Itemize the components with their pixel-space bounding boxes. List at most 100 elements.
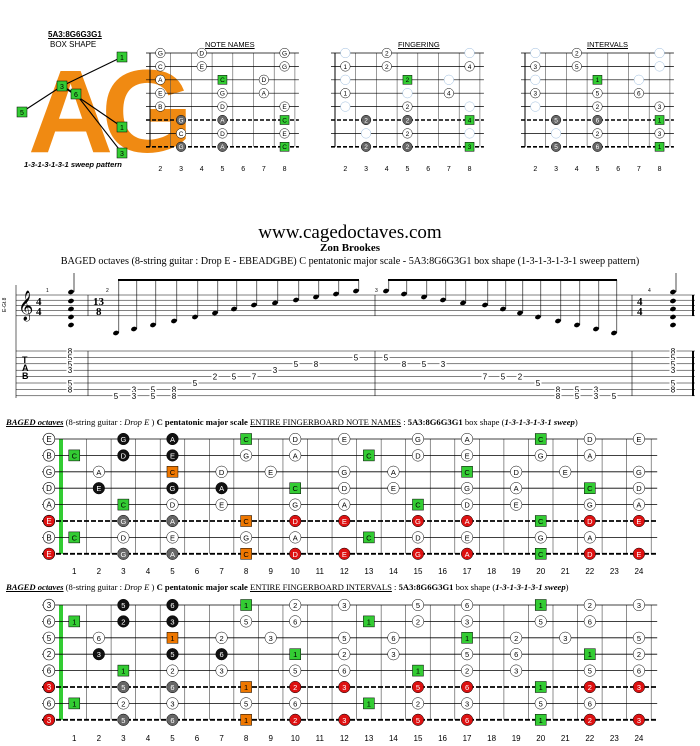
marker-label: 5 xyxy=(539,699,543,708)
mini-dot-label: 1 xyxy=(344,91,348,98)
scale-root-marker xyxy=(68,697,81,710)
scale-note-marker xyxy=(338,547,351,560)
mini-dot xyxy=(155,61,166,72)
fret-number: 23 xyxy=(610,567,619,576)
fret-number: 9 xyxy=(268,567,273,576)
marker-label: D xyxy=(415,451,421,460)
fret-number: 12 xyxy=(340,567,349,576)
notehead xyxy=(113,330,119,336)
marker-label: A xyxy=(391,468,396,477)
open-string-label: 3 xyxy=(47,683,52,692)
scale-note-marker xyxy=(338,482,351,495)
scale-note-marker xyxy=(338,680,351,694)
marker-label: D xyxy=(293,435,299,444)
scale-note-marker xyxy=(117,514,130,528)
tab-number: 5 xyxy=(671,360,676,369)
fret-number: 23 xyxy=(610,734,619,743)
marker-label: A xyxy=(170,550,175,559)
mini-diagram-notes: G D GC E GA C DE G AB D EG A CC D EG A C2 3 4 5 6 7 8 xyxy=(146,47,299,173)
tab-number: 8 xyxy=(671,347,676,356)
mini-dot xyxy=(551,114,562,126)
mini-fret-number: 5 xyxy=(405,166,409,173)
fret-number: 13 xyxy=(364,567,373,576)
marker-label: A xyxy=(219,484,224,493)
author: Zon Brookes xyxy=(319,242,380,254)
scale-note-marker xyxy=(338,631,351,644)
tab-number: 2 xyxy=(518,373,523,382)
mini-dot-label: G xyxy=(282,64,287,71)
open-string-label: E xyxy=(46,517,51,526)
mini-dot xyxy=(402,114,413,126)
mini-dot-label: D xyxy=(220,104,225,111)
marker-label: C xyxy=(170,468,176,477)
scale-note-marker xyxy=(289,713,302,726)
mini-dot-label: 5 xyxy=(575,64,579,71)
fret-number: 19 xyxy=(512,567,521,576)
marker-label: C xyxy=(415,501,421,510)
fret-number: 5 xyxy=(170,734,175,743)
mini-dot-label: G xyxy=(220,91,225,98)
marker-label: 3 xyxy=(269,634,273,643)
scale-note-marker xyxy=(461,514,474,528)
tab-number: 8 xyxy=(402,360,407,369)
mini-dot xyxy=(279,101,290,112)
marker-label: 6 xyxy=(391,634,395,643)
marker-label: 5 xyxy=(416,601,420,610)
marker-label: 2 xyxy=(588,716,592,725)
marker-label: 6 xyxy=(219,650,223,659)
fret-number: 4 xyxy=(146,734,151,743)
scale-root-marker xyxy=(534,714,547,726)
mini-dot xyxy=(340,101,351,112)
mini-dot xyxy=(654,142,665,152)
mini-dot xyxy=(176,114,187,126)
marker-label: 1 xyxy=(72,617,76,626)
scale-note-marker xyxy=(92,631,105,644)
mini-fret-number: 7 xyxy=(262,166,266,173)
marker-label: C xyxy=(72,533,78,542)
mini-dot xyxy=(279,115,290,125)
scale-note-marker xyxy=(510,648,523,661)
marker-label: E xyxy=(342,435,347,444)
shape-label: BOX SHAPE xyxy=(50,40,97,49)
open-string-label: D xyxy=(46,484,52,493)
mini-dot xyxy=(258,74,269,85)
marker-label: 1 xyxy=(465,634,469,643)
tab-number: 5 xyxy=(575,385,580,394)
marker-label: C xyxy=(293,484,299,493)
scale-note-marker xyxy=(632,514,645,528)
fingerboard-notes-title: BAGED octaves (8-string guitar : Drop E … xyxy=(6,417,578,427)
marker-label: 5 xyxy=(244,699,248,708)
fret-number: 14 xyxy=(389,567,398,576)
mini-fret-number: 2 xyxy=(343,166,347,173)
mini-dot xyxy=(279,128,290,139)
mini-dot xyxy=(571,61,582,72)
fret-number: 15 xyxy=(414,567,423,576)
scale-note-marker xyxy=(166,514,179,528)
marker-label: 1 xyxy=(244,716,248,725)
mini-dot-label: 2 xyxy=(406,104,410,111)
mini-dot xyxy=(217,114,228,126)
marker-label: C xyxy=(243,517,249,526)
mini-fret-number: 2 xyxy=(533,166,537,173)
marker-label: C xyxy=(587,484,593,493)
marker-label: G xyxy=(120,550,126,559)
scale-note-marker xyxy=(338,648,351,661)
scale-root-marker xyxy=(240,433,252,445)
open-string-label: 3 xyxy=(47,601,52,610)
scale-note-marker xyxy=(338,598,351,612)
marker-label: G xyxy=(120,435,126,444)
scale-note-marker xyxy=(166,664,179,677)
measure-number: 4 xyxy=(648,288,651,294)
marker-label: G xyxy=(120,517,126,526)
mini-dot xyxy=(530,101,541,112)
marker-label: E xyxy=(636,550,641,559)
mini-dot xyxy=(340,74,351,85)
mini-dot xyxy=(592,75,603,85)
marker-label: E xyxy=(465,533,470,542)
mini-dot xyxy=(402,88,413,99)
marker-label: G xyxy=(243,451,249,460)
mini-dot-label: 4 xyxy=(447,91,451,98)
open-string-marker xyxy=(42,697,56,710)
scale-root-marker xyxy=(363,615,375,628)
mini-fret-number: 8 xyxy=(283,166,287,173)
